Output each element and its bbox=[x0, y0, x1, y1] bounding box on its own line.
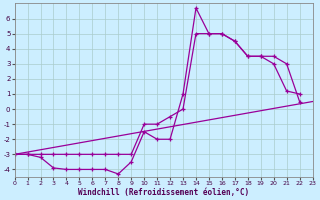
X-axis label: Windchill (Refroidissement éolien,°C): Windchill (Refroidissement éolien,°C) bbox=[78, 188, 249, 197]
